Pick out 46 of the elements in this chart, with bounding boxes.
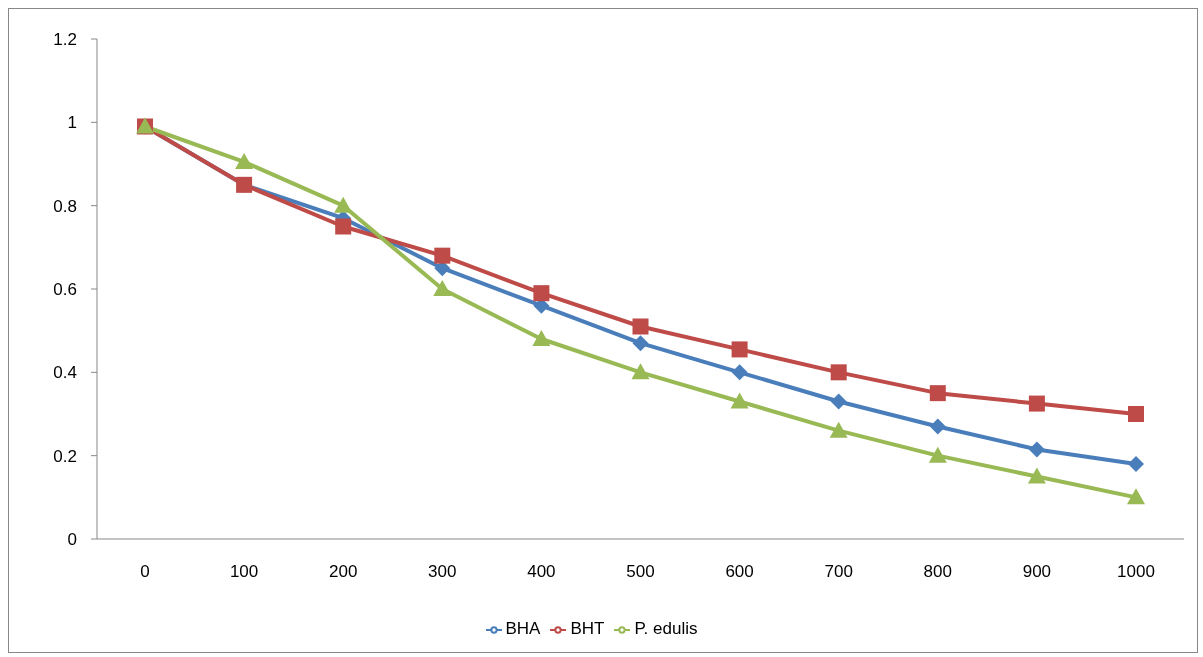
point	[631, 363, 650, 380]
point	[632, 335, 649, 352]
x-tick-label: 400	[527, 562, 556, 582]
point	[928, 446, 947, 463]
point	[235, 152, 254, 169]
legend-label: BHT	[570, 619, 605, 638]
point	[1128, 456, 1144, 472]
point	[632, 318, 649, 335]
point	[1028, 441, 1045, 458]
x-tick-label: 300	[428, 562, 457, 582]
y-tick-label: 0.8	[53, 196, 77, 216]
y-tick-label: 1	[67, 113, 77, 133]
point	[334, 196, 353, 213]
x-tick-label: 900	[1022, 562, 1052, 582]
legend-label: BHA	[505, 619, 541, 638]
x-tick-label: 1000	[1117, 562, 1155, 582]
point	[730, 392, 749, 409]
x-tick-label: 200	[329, 562, 358, 582]
x-tick-label: 800	[923, 562, 952, 582]
y-tick-label: 0.4	[53, 363, 77, 383]
point	[1128, 406, 1144, 422]
y-tick-label: 0.2	[53, 446, 77, 466]
point	[830, 364, 847, 381]
point	[929, 385, 946, 402]
x-tick-label: 500	[626, 562, 655, 582]
y-tick-label: 1.2	[53, 30, 77, 50]
point	[1127, 488, 1145, 505]
point	[532, 330, 551, 346]
point	[830, 393, 847, 410]
point	[533, 285, 550, 302]
y-tick-label: 0.6	[53, 280, 77, 300]
point	[434, 247, 451, 264]
point	[1027, 467, 1046, 484]
point	[731, 364, 748, 381]
point	[433, 280, 452, 296]
point	[335, 218, 352, 235]
legend-label: P. edulis	[634, 619, 698, 638]
point	[929, 418, 946, 435]
x-tick-label: 0	[140, 562, 150, 582]
x-tick-label: 700	[824, 562, 853, 582]
point	[731, 341, 748, 358]
point	[1028, 395, 1045, 412]
y-tick-label: 0	[67, 530, 77, 550]
point	[829, 421, 848, 438]
x-tick-label: 600	[725, 562, 754, 582]
x-tick-label: 100	[229, 562, 259, 582]
